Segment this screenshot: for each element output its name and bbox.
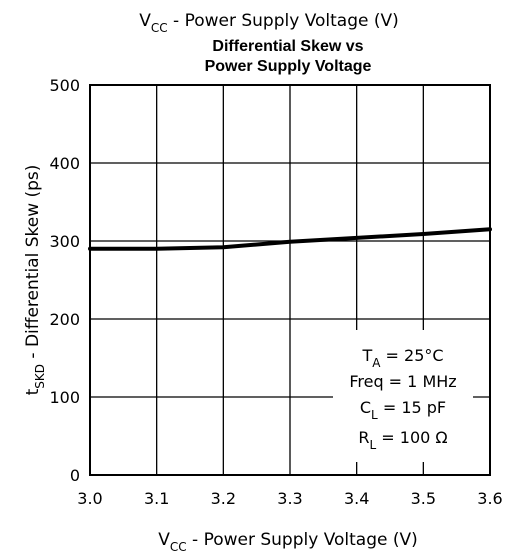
x-tick-label: 3.0 [77,489,102,508]
y-tick-label: 100 [49,388,80,407]
series-line [88,227,492,251]
y-axis-label: tSKD - Differential Skew (ps) [23,165,47,396]
y-tick-label: 500 [49,76,80,95]
x-tick-label: 3.4 [344,489,369,508]
annotation-ta: TA = 25°C [361,346,443,370]
annotation-background [333,330,473,462]
y-tick-label: 0 [70,466,80,485]
conditions-annotation: TA = 25°C Freq = 1 MHz CL = 15 pF RL = 1… [333,330,473,462]
annotation-rl: RL = 100 Ω [358,428,447,452]
annotation-cl: CL = 15 pF [360,398,446,422]
x-tick-label: 3.2 [211,489,236,508]
series-group [88,227,492,251]
y-tick-label: 300 [49,232,80,251]
annotation-freq: Freq = 1 MHz [349,372,456,391]
x-tick-label: 3.5 [411,489,436,508]
top-axis-label: VCC - Power Supply Voltage (V) [139,11,399,35]
y-tick-label: 400 [49,154,80,173]
x-tick-labels: 3.0 3.1 3.2 3.3 3.4 3.5 3.6 [77,489,502,508]
chart-title-line-1: Differential Skew vs [212,38,363,55]
x-tick-label: 3.1 [144,489,169,508]
x-tick-label: 3.6 [477,489,502,508]
y-tick-label: 200 [49,310,80,329]
y-tick-labels: 0 100 200 300 400 500 [49,76,80,485]
x-tick-label: 3.3 [277,489,302,508]
plot-frame [89,84,491,476]
chart-title-line-2: Power Supply Voltage [205,58,372,75]
x-axis-label: VCC - Power Supply Voltage (V) [158,530,418,554]
